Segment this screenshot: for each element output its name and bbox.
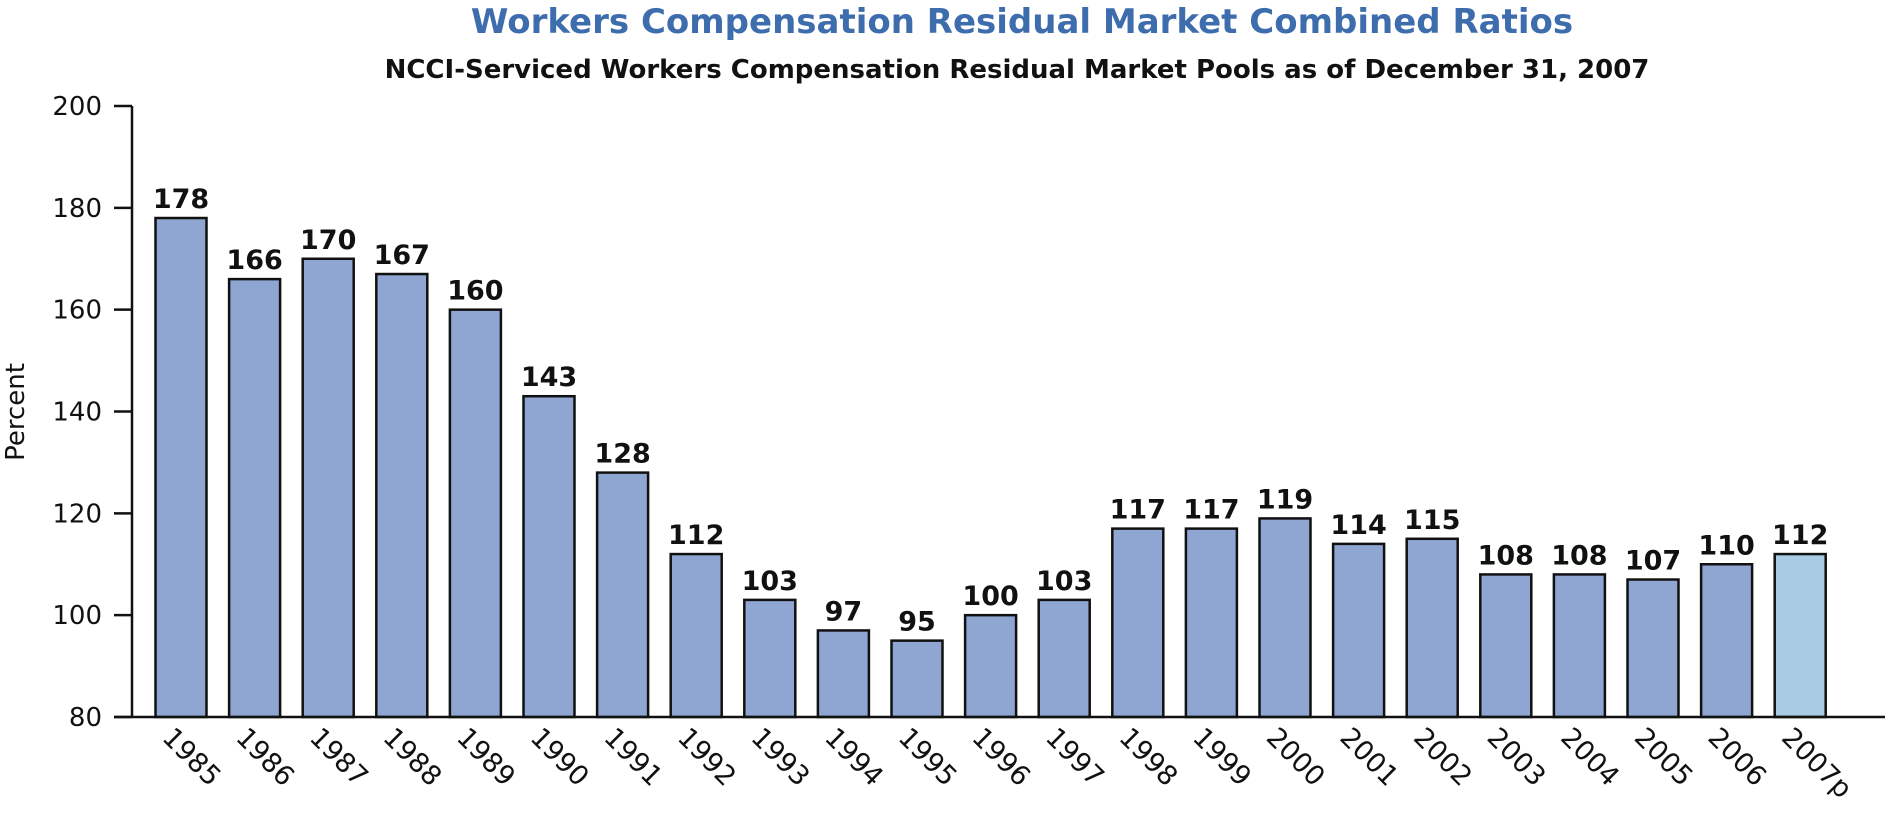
x-tick-label-1998: 1998 bbox=[1113, 722, 1184, 793]
data-label-1987: 170 bbox=[300, 225, 356, 256]
x-tick-label-2003: 2003 bbox=[1481, 722, 1552, 793]
y-tick-label: 80 bbox=[69, 703, 102, 733]
y-tick-label: 160 bbox=[52, 296, 102, 326]
data-label-1994: 97 bbox=[825, 596, 863, 627]
x-tick-label-1990: 1990 bbox=[524, 722, 595, 793]
x-tick-label-1985: 1985 bbox=[156, 722, 227, 793]
x-tick-label-2004: 2004 bbox=[1554, 722, 1625, 793]
y-tick-label: 140 bbox=[52, 398, 102, 428]
data-label-1985: 178 bbox=[153, 184, 209, 215]
data-label-1992: 112 bbox=[668, 520, 724, 551]
bar-1993 bbox=[743, 598, 797, 719]
bar-1989 bbox=[448, 308, 503, 719]
data-label-2001: 114 bbox=[1330, 510, 1386, 541]
bar-1995 bbox=[890, 639, 944, 719]
x-tick-label-1987: 1987 bbox=[303, 722, 374, 793]
bar-series bbox=[154, 216, 1827, 719]
bar-2007p bbox=[1773, 552, 1827, 719]
y-tick-label: 200 bbox=[52, 92, 102, 122]
bar-1991 bbox=[595, 471, 650, 719]
data-label-2003: 108 bbox=[1478, 540, 1534, 571]
data-label-1999: 117 bbox=[1183, 495, 1239, 526]
x-tick-label-1989: 1989 bbox=[450, 722, 521, 793]
data-label-2002: 115 bbox=[1404, 505, 1460, 536]
x-tick-label-2000: 2000 bbox=[1260, 722, 1331, 793]
bar-2000 bbox=[1258, 517, 1312, 719]
x-tick-label-2002: 2002 bbox=[1407, 722, 1478, 793]
data-label-1993: 103 bbox=[742, 566, 798, 597]
bar-1994 bbox=[816, 629, 871, 719]
bar-1986 bbox=[227, 277, 282, 719]
bar-1987 bbox=[301, 257, 355, 719]
chart-title: Workers Compensation Residual Market Com… bbox=[471, 2, 1573, 42]
x-tick-label-1986: 1986 bbox=[230, 722, 301, 793]
bar-1992 bbox=[669, 552, 723, 719]
x-tick-label-1991: 1991 bbox=[598, 722, 669, 793]
bar-2002 bbox=[1405, 537, 1459, 719]
data-label-1989: 160 bbox=[447, 276, 503, 307]
bar-1988 bbox=[375, 272, 429, 719]
bar-2004 bbox=[1552, 573, 1607, 719]
y-axis: 80 100 120 140 160 180 200 bbox=[52, 92, 132, 733]
bar-2005 bbox=[1626, 578, 1680, 719]
bar-1997 bbox=[1037, 598, 1091, 719]
x-tick-label-1994: 1994 bbox=[818, 722, 889, 793]
bar-2003 bbox=[1479, 573, 1533, 719]
x-tick-label-2006: 2006 bbox=[1702, 722, 1773, 793]
data-label-1996: 100 bbox=[962, 581, 1018, 612]
data-label-1986: 166 bbox=[226, 245, 282, 276]
bar-1985 bbox=[154, 216, 208, 719]
data-label-1997: 103 bbox=[1036, 566, 1092, 597]
x-tick-label-2001: 2001 bbox=[1334, 722, 1405, 793]
chart-subtitle: NCCI-Serviced Workers Compensation Resid… bbox=[385, 55, 1650, 85]
x-tick-label-2007p: 2007p bbox=[1775, 722, 1858, 805]
data-label-1991: 128 bbox=[594, 439, 650, 470]
data-label-1990: 143 bbox=[521, 362, 577, 393]
y-axis-label: Percent bbox=[1, 363, 31, 461]
data-label-1998: 117 bbox=[1110, 495, 1166, 526]
data-label-1988: 167 bbox=[374, 240, 430, 271]
bar-1998 bbox=[1111, 527, 1165, 719]
x-axis: 1985 1986 1987 1988 1989 1990 1991 1992 1993 1994… bbox=[156, 722, 1858, 805]
y-tick-label: 180 bbox=[52, 194, 102, 224]
bar-1996 bbox=[963, 613, 1018, 719]
data-label-2006: 110 bbox=[1698, 530, 1754, 561]
bar-1990 bbox=[522, 394, 576, 719]
x-tick-label-1995: 1995 bbox=[892, 722, 963, 793]
bar-1999 bbox=[1184, 527, 1239, 719]
bar-2006 bbox=[1699, 563, 1754, 719]
bar-2001 bbox=[1331, 542, 1386, 719]
y-tick-label: 120 bbox=[52, 499, 102, 529]
x-tick-label-1997: 1997 bbox=[1039, 722, 1110, 793]
x-tick-label-1996: 1996 bbox=[966, 722, 1037, 793]
x-tick-label-2005: 2005 bbox=[1628, 722, 1699, 793]
data-labels: 178 166 170 167 160 143 128 112 103 97 95 100 103 117… bbox=[153, 184, 1829, 638]
data-label-2005: 107 bbox=[1625, 546, 1681, 577]
x-tick-label-1992: 1992 bbox=[671, 722, 742, 793]
x-tick-label-1993: 1993 bbox=[745, 722, 816, 793]
data-label-2000: 119 bbox=[1257, 484, 1313, 515]
data-label-2004: 108 bbox=[1551, 540, 1607, 571]
x-tick-label-1999: 1999 bbox=[1186, 722, 1257, 793]
data-label-1995: 95 bbox=[898, 607, 936, 638]
data-label-2007p: 112 bbox=[1772, 520, 1828, 551]
y-tick-label: 100 bbox=[52, 601, 102, 631]
x-tick-label-1988: 1988 bbox=[377, 722, 448, 793]
